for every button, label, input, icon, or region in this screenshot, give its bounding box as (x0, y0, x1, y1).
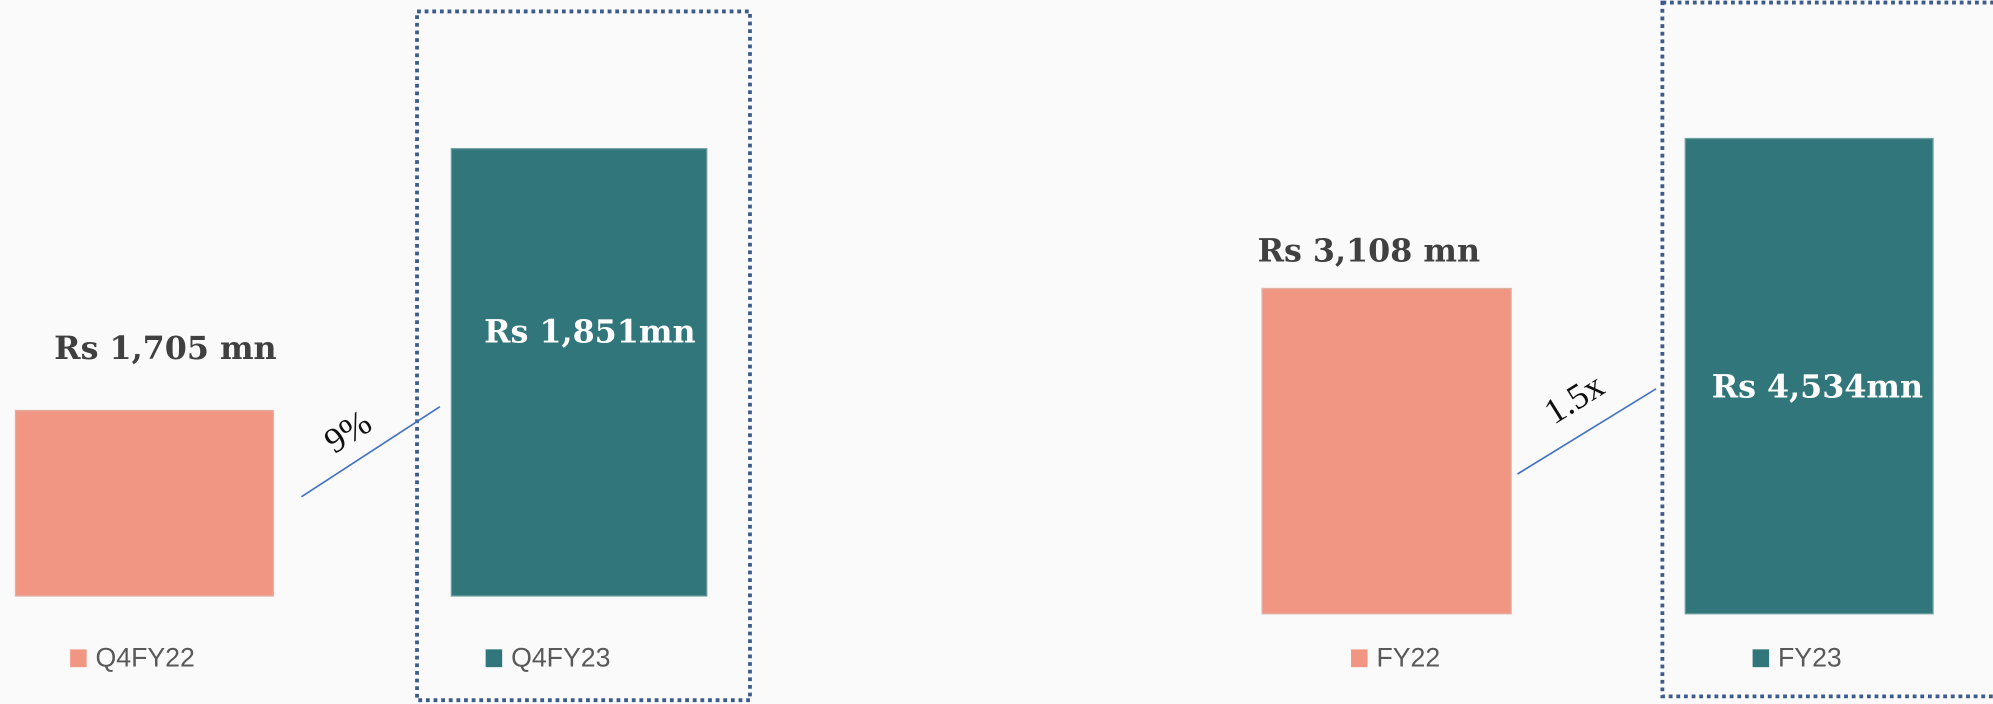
legend-label: FY22 (1376, 643, 1440, 673)
connector (1517, 388, 1657, 475)
bar-previous (14, 409, 275, 597)
legend-label: Q4FY22 (96, 643, 195, 673)
connector (300, 405, 441, 498)
legend-swatch (485, 649, 503, 668)
value-label: Rs 4,534mn (1712, 368, 1923, 405)
bar-previous (1261, 287, 1512, 615)
legend-swatch (1752, 649, 1770, 668)
legend-swatch (1351, 649, 1368, 668)
value-label: Rs 1,705 mn (54, 330, 276, 367)
highlight-box (1660, 0, 1993, 699)
bar-current (450, 148, 708, 597)
legend-swatch (70, 649, 87, 668)
legend-label: FY23 (1778, 643, 1842, 673)
value-label: Rs 1,851mn (484, 314, 695, 351)
bar-current (1684, 137, 1934, 615)
value-label: Rs 3,108 mn (1258, 232, 1480, 269)
legend-label: Q4FY23 (511, 643, 610, 673)
